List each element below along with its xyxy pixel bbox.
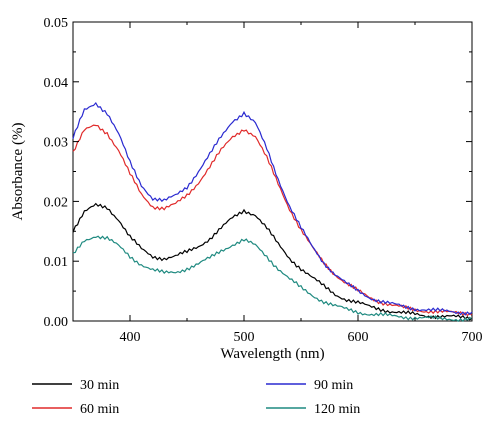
x-axis-label: Wavelength (nm)	[220, 346, 324, 362]
tick-layer: 400 500 600 700 0.00 0.01 0.02 0.03 0.04 0.05	[44, 16, 483, 345]
legend-label-1: 60 min	[80, 402, 119, 417]
y-tick-label: 0.04	[44, 76, 69, 91]
x-tick-label: 400	[120, 330, 141, 345]
series-line-3	[72, 235, 473, 322]
y-tick-label: 0.00	[44, 315, 69, 330]
y-tick-label: 0.01	[44, 255, 69, 270]
legend-label-3: 120 min	[314, 402, 360, 417]
series-line-2	[72, 101, 473, 316]
x-tick-label: 600	[348, 330, 369, 345]
legend: 30 min 60 min 90 min 120 min	[32, 378, 360, 417]
x-tick-label: 500	[234, 330, 255, 345]
y-tick-label: 0.02	[44, 195, 69, 210]
legend-label-0: 30 min	[80, 378, 119, 393]
series-line-1	[72, 124, 473, 317]
series-line-0	[72, 202, 473, 321]
x-tick-label: 700	[462, 330, 483, 345]
legend-label-2: 90 min	[314, 378, 353, 393]
y-tick-label: 0.03	[44, 136, 69, 151]
plot-area: 400 500 600 700 0.00 0.01 0.02 0.03 0.04 0.05	[44, 16, 483, 345]
series-layer	[72, 101, 473, 322]
y-tick-label: 0.05	[44, 16, 69, 31]
y-axis-label: Absorbance (%)	[10, 123, 26, 221]
